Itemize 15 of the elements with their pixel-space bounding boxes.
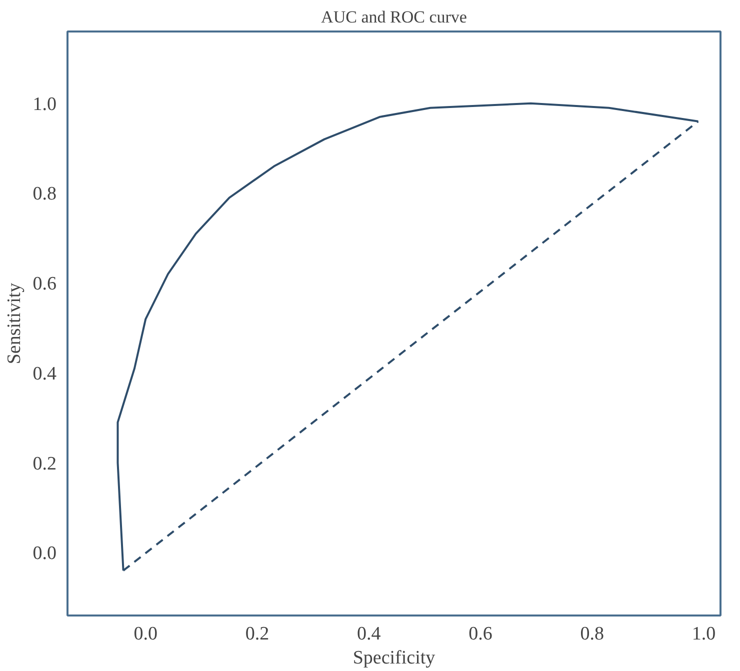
x-tick-label: 1.0: [692, 624, 716, 644]
y-tick-label: 0.4: [32, 363, 57, 384]
chart-title: AUC and ROC curve: [321, 8, 467, 26]
x-tick-label: 0.4: [357, 624, 382, 644]
y-tick-label: 0.8: [32, 184, 56, 205]
x-tick-label: 0.2: [245, 624, 270, 644]
y-axis-title: Sensitivity: [4, 282, 25, 364]
x-tick-label: 0.0: [134, 624, 158, 644]
y-tick-label: 0.6: [32, 274, 56, 295]
x-tick-label: 0.6: [468, 624, 492, 644]
y-tick-label: 1.0: [32, 94, 56, 115]
x-axis-title: Specificity: [352, 648, 436, 668]
y-tick-label: 0.0: [32, 543, 56, 564]
y-tick-label: 0.2: [32, 453, 56, 474]
x-tick-label: 0.8: [580, 624, 604, 644]
